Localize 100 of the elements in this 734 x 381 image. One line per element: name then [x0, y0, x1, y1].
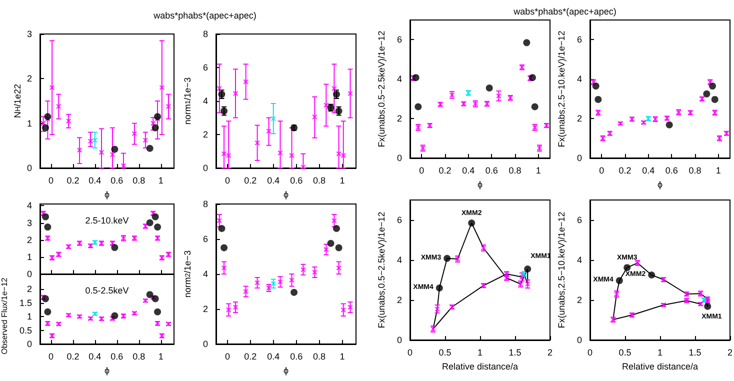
x-tick-label: 0.4 [642, 166, 655, 176]
y-tick-label: 4 [202, 269, 208, 279]
y-tick-label: 0 [26, 269, 32, 279]
y-tick-label: 2 [396, 114, 402, 124]
y-tick-label: 1 [26, 118, 32, 128]
y-tick-label: 0 [576, 335, 582, 345]
x-tick-label: 1 [158, 352, 164, 362]
x-axis-title: ϕ [283, 365, 289, 376]
y-tick-label: 4 [576, 74, 582, 84]
y-tick-label: 3 [26, 218, 32, 228]
y-axis-title: Fx(unabs,0.5−2.5keV)/1e−12 [376, 30, 387, 148]
annotation: 2.5-10.keV [85, 216, 129, 226]
x-tick-label: 1 [536, 166, 541, 176]
y-tick-label: 0 [26, 339, 32, 349]
y-tick-label: 0 [576, 153, 582, 163]
y-tick-label: 2 [26, 284, 32, 294]
y-tick-label: 0 [202, 339, 208, 349]
y-tick-label: 6 [202, 62, 208, 72]
y-tick-label: 3 [26, 29, 32, 39]
x-tick-label: 0.8 [132, 176, 146, 186]
y-tick-label: 4 [576, 255, 582, 265]
x-tick-label: 0 [419, 166, 424, 176]
x-tick-label: 0.4 [88, 352, 102, 362]
y-tick-label: 1 [26, 312, 32, 322]
x-axis-title: ϕ [657, 179, 663, 190]
x-tick-label: 1 [657, 348, 663, 358]
x-tick-label: 0.5 [618, 348, 632, 358]
y-tick-label: 2 [202, 130, 208, 140]
y-tick-label: 6 [396, 34, 402, 45]
y-tick-label: 2 [26, 74, 32, 84]
x-axis-title: Relative distance/a [442, 361, 518, 372]
y-tick-label: 6 [576, 215, 582, 225]
y-tick-label: 2 [576, 295, 582, 305]
x-tick-label: 0.6 [110, 352, 124, 362]
x-tick-label: 1 [477, 348, 483, 358]
x-tick-label: 0.2 [244, 176, 257, 186]
y-tick-label: 2 [576, 114, 582, 124]
y-tick-label: 2 [396, 295, 402, 305]
x-tick-label: 0.8 [313, 176, 326, 186]
y-tick-label: 4 [396, 255, 402, 265]
x-tick-label: 0.5 [438, 348, 452, 358]
y-axis-title: Fx(unabs,2.5−10.keV)/1e−12 [556, 30, 567, 148]
x-tick-label: 1 [158, 176, 164, 186]
x-tick-label: 0 [587, 348, 593, 358]
x-tick-label: 0.6 [290, 176, 303, 186]
y-tick-label: 0 [396, 153, 402, 163]
y-tick-label: 4 [202, 96, 208, 106]
x-tick-label: 0.4 [267, 352, 280, 362]
x-tick-label: 2 [547, 348, 553, 358]
text: wabs*phabs*(apec+apec) [152, 10, 256, 20]
x-tick-label: 0.8 [508, 166, 522, 176]
x-tick-label: 0.2 [618, 166, 632, 176]
chart-title: wabs*phabs*(apec+apec) [512, 6, 616, 16]
x-tick-label: 1 [340, 352, 345, 362]
x-tick-label: 0.2 [66, 176, 80, 186]
x-tick-label: 0.6 [110, 176, 124, 186]
x-tick-label: 1.5 [508, 348, 522, 358]
x-tick-label: 0.4 [462, 166, 475, 176]
x-tick-label: 0.8 [132, 352, 146, 362]
x-tick-label: 0.8 [313, 352, 326, 362]
x-tick-label: 0 [224, 176, 230, 186]
y-tick-label: 8 [202, 29, 208, 39]
y-tick-label: 6 [396, 215, 402, 225]
x-axis-title: ϕ [477, 179, 483, 190]
x-tick-label: 0.2 [244, 352, 257, 362]
x-axis-title: Relative distance/a [622, 361, 698, 372]
y-axis-title: Fx(unabs,0.5−2.5keV)/1e−12 [376, 212, 387, 328]
x-tick-label: 1.5 [688, 348, 702, 358]
x-tick-label: 0.8 [688, 166, 702, 176]
y-tick-label: 1 [26, 252, 32, 262]
x-tick-label: 2 [727, 348, 733, 358]
x-tick-label: 1 [340, 176, 345, 186]
y-tick-label: 1.5 [19, 298, 32, 308]
y-tick-label: 8 [202, 199, 208, 209]
x-tick-label: 1 [716, 166, 721, 176]
y-tick-label: 0 [396, 335, 402, 345]
y-tick-label: 2 [26, 234, 32, 245]
y-tick-label: 0.5 [19, 325, 32, 336]
y-tick-label: 6 [576, 34, 582, 45]
x-axis-title: ϕ [283, 189, 289, 200]
x-tick-label: 0.6 [485, 166, 498, 176]
x-tick-label: 0 [407, 348, 413, 358]
y-axis-title: Observed Flux/1e−12 [0, 277, 10, 354]
x-tick-label: 0 [599, 166, 604, 176]
x-tick-label: 0.6 [290, 352, 303, 362]
y-tick-label: 6 [202, 234, 208, 244]
y-tick-label: 4 [26, 200, 32, 211]
x-tick-label: 0.2 [438, 166, 452, 176]
x-tick-label: 0.2 [66, 352, 80, 362]
x-tick-label: 0.6 [665, 166, 678, 176]
y-tick-label: 4 [396, 74, 402, 84]
x-tick-label: 0 [48, 352, 54, 362]
annotation: 0.5-2.5keV [85, 286, 129, 296]
x-tick-label: 0 [48, 176, 54, 186]
y-axis-title: Fx(unabs,2.5−10.keV)/1e−12 [556, 212, 567, 328]
x-tick-label: 0 [224, 352, 230, 362]
x-tick-label: 0.4 [267, 176, 280, 186]
x-axis-title: ϕ [104, 189, 110, 200]
y-tick-label: 2 [202, 304, 208, 314]
x-axis-title: ϕ [104, 365, 110, 376]
